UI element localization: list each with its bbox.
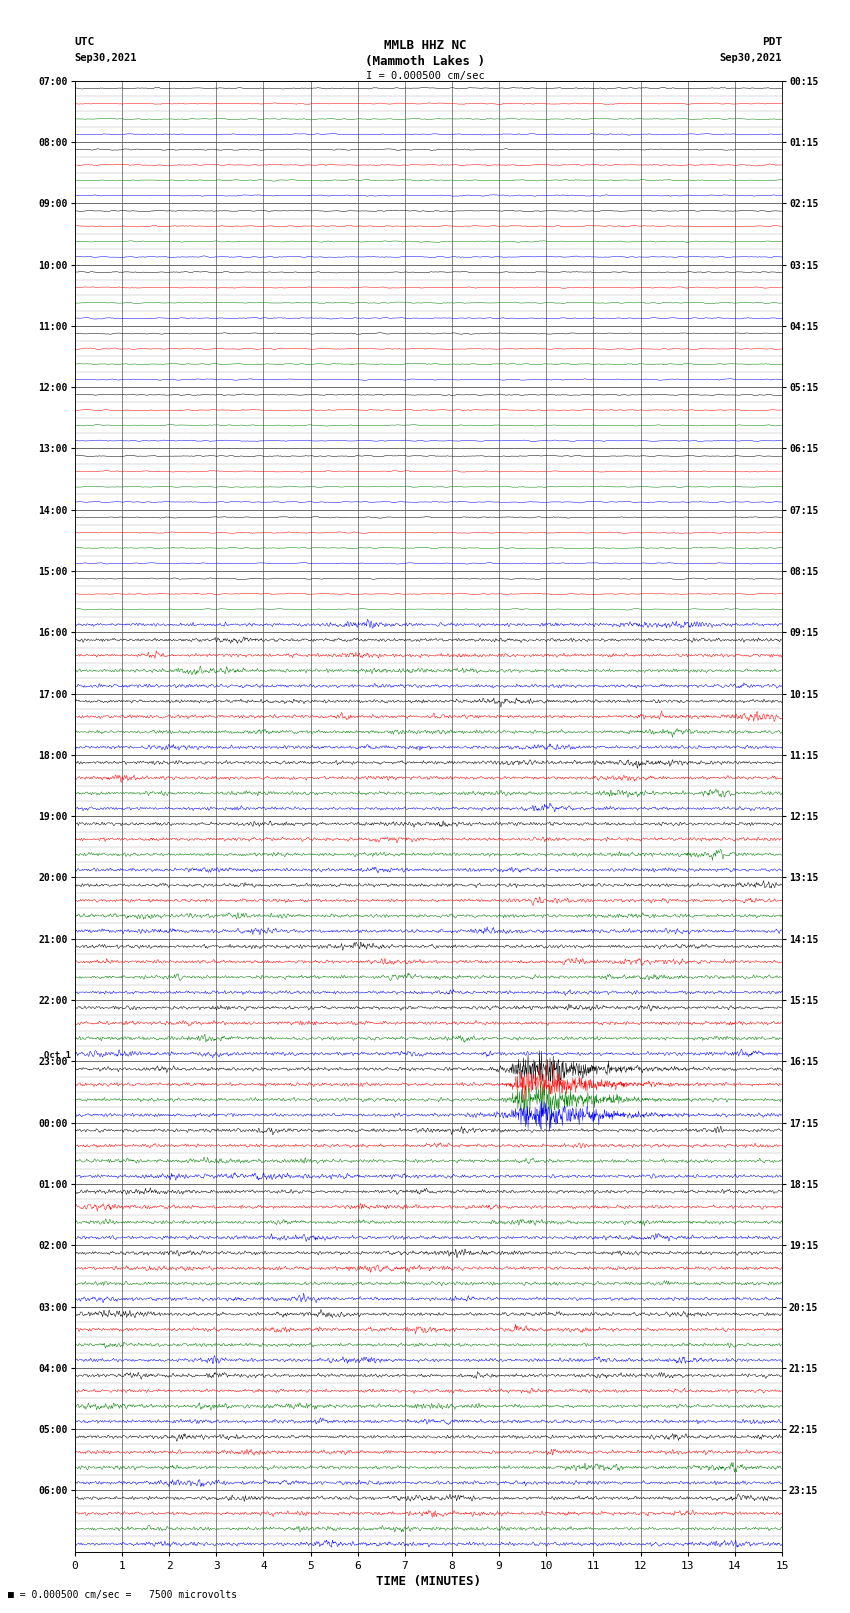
Text: ■ = 0.000500 cm/sec =   7500 microvolts: ■ = 0.000500 cm/sec = 7500 microvolts xyxy=(8,1590,238,1600)
X-axis label: TIME (MINUTES): TIME (MINUTES) xyxy=(376,1574,481,1587)
Text: (Mammoth Lakes ): (Mammoth Lakes ) xyxy=(365,55,485,68)
Text: MMLB HHZ NC: MMLB HHZ NC xyxy=(383,39,467,52)
Text: Sep30,2021: Sep30,2021 xyxy=(75,53,138,63)
Text: Sep30,2021: Sep30,2021 xyxy=(719,53,782,63)
Text: Oct 1: Oct 1 xyxy=(43,1050,71,1060)
Text: PDT: PDT xyxy=(762,37,782,47)
Text: UTC: UTC xyxy=(75,37,95,47)
Text: I = 0.000500 cm/sec: I = 0.000500 cm/sec xyxy=(366,71,484,81)
